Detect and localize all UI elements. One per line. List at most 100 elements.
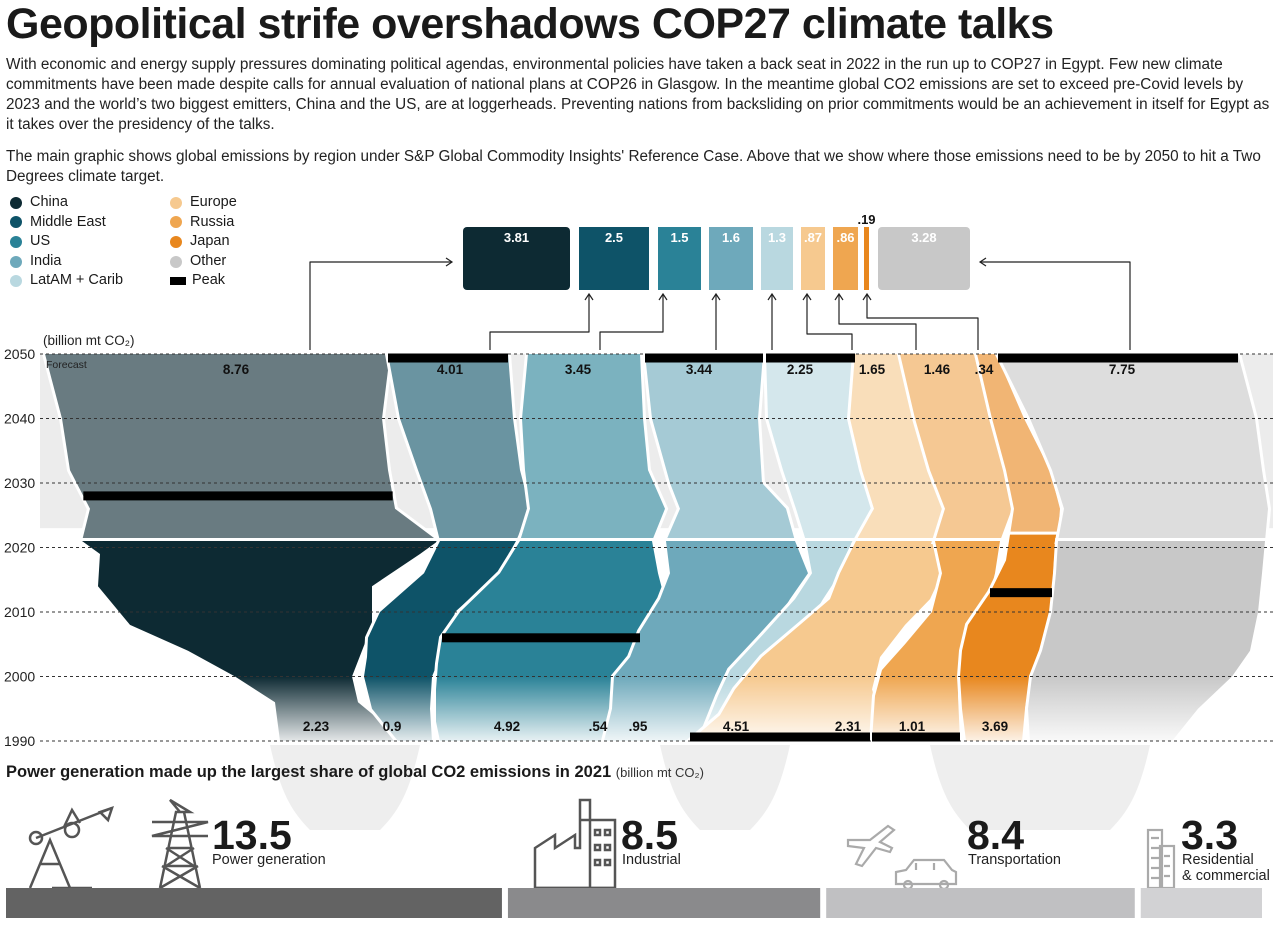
sector-value-industrial: 8.5 [621, 812, 678, 858]
value-label-1990: 4.92 [494, 719, 520, 734]
legend-swatch [170, 216, 182, 229]
legend-swatch [170, 196, 182, 209]
building-icon [1146, 828, 1176, 890]
connector-line [866, 294, 979, 350]
stream-historic-china [72, 538, 448, 744]
value-label-1990: 0.9 [383, 719, 402, 734]
connector-line [489, 294, 590, 350]
sector-bar-power-generation [6, 888, 502, 918]
stream-forecast-india [641, 351, 799, 544]
target-bar-label: 2.5 [605, 230, 623, 245]
legend-item-other: Other [170, 252, 237, 272]
legend-swatch [10, 216, 22, 229]
stream-shadow [930, 745, 1150, 830]
peak-marker-us [442, 633, 640, 643]
connector-line [838, 294, 917, 350]
sector-value-power: 13.5 [212, 812, 292, 858]
connector-line [806, 294, 853, 350]
legend-item-us: US [10, 232, 123, 252]
stream-historic-japan [956, 531, 1062, 744]
target-bar-label: .86 [836, 230, 854, 245]
y-tick-label: 2030 [4, 475, 35, 491]
connector-arrow [584, 292, 594, 301]
intro-paragraph-1: With economic and energy supply pressure… [6, 56, 1270, 133]
value-label-2050: 8.76 [223, 362, 250, 377]
legend-label: India [30, 252, 62, 269]
value-label-1990: 2.31 [835, 719, 862, 734]
target-bar-india [709, 227, 753, 290]
legend-label: Japan [190, 233, 230, 250]
peak-marker-india [645, 353, 763, 363]
value-label-1990: .95 [629, 719, 648, 734]
stream-forecast-other [993, 351, 1272, 544]
target-bar-japan [864, 227, 869, 290]
stream-historic-latam-carib [695, 538, 864, 744]
target-bar-label: 3.81 [504, 230, 529, 245]
legend-col-1: China Middle East US India LatAM + Carib [10, 193, 123, 291]
connector-arrow [802, 292, 812, 301]
bottom-fade [0, 676, 1280, 749]
legend-item-latam: LatAM + Carib [10, 271, 123, 291]
target-bar-label: 1.3 [768, 230, 786, 245]
intro: With economic and energy supply pressure… [6, 55, 1271, 199]
airplane-icon [846, 824, 896, 868]
y-tick-label: 2040 [4, 411, 35, 427]
target-bar-label: .19 [857, 212, 875, 227]
stream-historic-us [433, 538, 672, 744]
stream-forecast-middle-east [384, 351, 534, 544]
y-tick-label: 1990 [4, 733, 35, 749]
value-label-2050: 1.65 [859, 362, 886, 377]
y-tick-label: 2010 [4, 604, 35, 620]
target-bar-label: 1.5 [670, 230, 688, 245]
legend-swatch [10, 235, 22, 248]
peak-marker-japan [990, 588, 1052, 598]
sector-bar-residential-commercial [1140, 888, 1262, 918]
stream-historic-other [1024, 538, 1269, 744]
sector-label-power: Power generation [212, 852, 326, 868]
stream-historic-india [600, 538, 812, 744]
marks-layer: 8.76 2.23 4.01 0.9 3.45 4.92 3.44 .54 2.25 .95 1.6… [83, 212, 1238, 742]
stream-historic-europe [681, 538, 946, 744]
value-label-2050: 3.44 [686, 362, 713, 377]
sector-label-industrial: Industrial [622, 852, 681, 868]
stream-layer [0, 351, 1280, 830]
legend-label: Europe [190, 194, 237, 210]
value-label-1990: 2.23 [303, 719, 330, 734]
sector-value-transport: 8.4 [967, 812, 1024, 858]
peak-marker-china [83, 491, 393, 501]
target-bar-europe [801, 227, 825, 290]
legend-item-europe: Europe [170, 193, 237, 213]
legend-swatch [10, 196, 22, 209]
connector-arrow [978, 257, 987, 267]
legend-label: US [30, 233, 51, 250]
legend-item-japan: Japan [170, 232, 237, 252]
connector-line [599, 294, 664, 350]
peak-marker-europe [690, 732, 870, 742]
page-title: Geopolitical strife overshadows COP27 cl… [6, 0, 1054, 48]
stream-forecast-latam-carib [762, 351, 878, 544]
legend-label: Peak [192, 272, 226, 289]
value-label-2050: 7.75 [1109, 362, 1136, 377]
stream-forecast-japan [973, 351, 1064, 538]
value-label-1990: 1.01 [899, 719, 926, 734]
connector-arrow [767, 292, 777, 301]
stream-historic-middle-east [360, 538, 522, 744]
grid-layer: 2050 2040 2030 2020 2010 2000 1990 (billion mt … [4, 333, 1273, 749]
target-bar-label: 1.6 [722, 230, 740, 245]
sector-label-transport: Transportation [968, 852, 1061, 868]
stream-historic-russia [868, 538, 1004, 744]
connector-line [980, 261, 1131, 350]
legend-label: Other [190, 252, 227, 269]
stream-forecast-china [41, 351, 448, 544]
connector-line [309, 261, 452, 350]
peak-marker-russia [872, 732, 960, 742]
legend-label: China [30, 194, 68, 210]
power-tower-icon [151, 798, 209, 890]
stream-forecast-europe [846, 351, 949, 544]
stream-shadow [270, 745, 420, 830]
legend-item-india: India [10, 252, 123, 272]
value-label-2050: 3.45 [565, 362, 592, 377]
value-label-2050: 2.25 [787, 362, 814, 377]
car-icon [894, 858, 958, 891]
value-label-1990: .54 [589, 719, 608, 734]
